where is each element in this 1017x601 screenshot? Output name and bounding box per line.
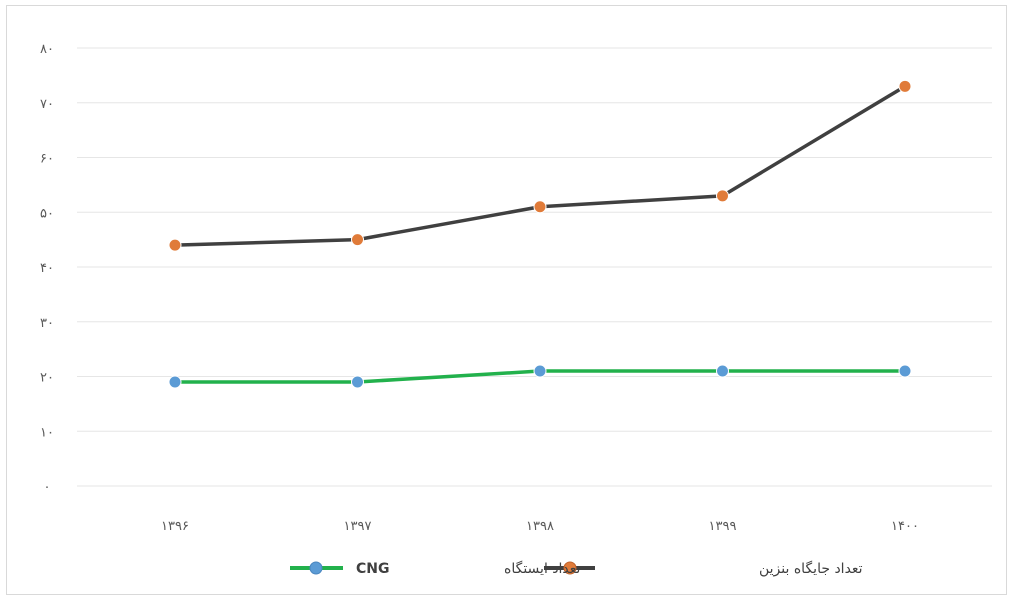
y-tick-label: ۴۰ bbox=[40, 261, 54, 276]
x-tick-label: ۱۴۰۰ bbox=[891, 519, 919, 534]
series-lines bbox=[168, 79, 912, 389]
x-tick-label: ۱۳۹۷ bbox=[344, 519, 372, 534]
x-axis-ticks: ۱۳۹۶ ۱۳۹۷ ۱۳۹۸ ۱۳۹۹ ۱۴۰۰ bbox=[161, 519, 919, 534]
x-tick-label: ۱۳۹۶ bbox=[161, 519, 189, 534]
y-tick-label: ۸۰ bbox=[40, 42, 54, 57]
legend-marker-gasoline bbox=[563, 561, 577, 575]
data-point bbox=[351, 375, 364, 389]
data-point bbox=[716, 189, 729, 203]
series-group bbox=[168, 79, 912, 252]
y-tick-label: ۷۰ bbox=[40, 97, 54, 112]
legend-label-cng-suffix: CNG bbox=[356, 561, 389, 577]
y-axis-ticks: ۰ ۱۰ ۲۰ ۳۰ ۴۰ ۵۰ ۶۰ ۷۰ ۸۰ bbox=[40, 42, 54, 495]
y-tick-label: ۰ bbox=[44, 480, 51, 495]
data-point bbox=[716, 364, 729, 378]
y-tick-label: ۲۰ bbox=[40, 371, 54, 386]
x-tick-label: ۱۳۹۸ bbox=[526, 519, 554, 534]
data-point bbox=[898, 364, 912, 378]
data-point bbox=[533, 200, 547, 214]
gridlines bbox=[77, 47, 992, 487]
data-point bbox=[351, 233, 364, 247]
legend-marker-cng bbox=[309, 561, 323, 575]
legend: تعداد جایگاه بنزین تعداد ایستگاه CNG bbox=[290, 560, 863, 577]
data-point bbox=[168, 238, 182, 252]
data-point bbox=[898, 79, 912, 93]
y-tick-label: ۶۰ bbox=[40, 152, 54, 167]
y-tick-label: ۱۰ bbox=[40, 425, 54, 440]
chart-container: ۰ ۱۰ ۲۰ ۳۰ ۴۰ ۵۰ ۶۰ ۷۰ ۸۰ ۱۳۹۶ ۱۳۹۷ ۱۳۹۸ ۱۳۹۹ ۱۴۰۰ ت… bbox=[6, 5, 1007, 595]
y-tick-label: ۵۰ bbox=[40, 206, 54, 221]
x-tick-label: ۱۳۹۹ bbox=[709, 519, 737, 534]
legend-label-gasoline: تعداد جایگاه بنزین bbox=[759, 560, 863, 577]
series-line bbox=[173, 84, 907, 247]
line-chart: ۰ ۱۰ ۲۰ ۳۰ ۴۰ ۵۰ ۶۰ ۷۰ ۸۰ ۱۳۹۶ ۱۳۹۷ ۱۳۹۸ ۱۳۹۹ ۱۴۰۰ ت… bbox=[40, 42, 992, 577]
data-point bbox=[168, 375, 182, 389]
series-group bbox=[168, 364, 912, 389]
y-tick-label: ۳۰ bbox=[40, 316, 54, 331]
legend-label-cng-prefix: تعداد ایستگاه bbox=[504, 560, 581, 577]
data-point bbox=[533, 364, 547, 378]
